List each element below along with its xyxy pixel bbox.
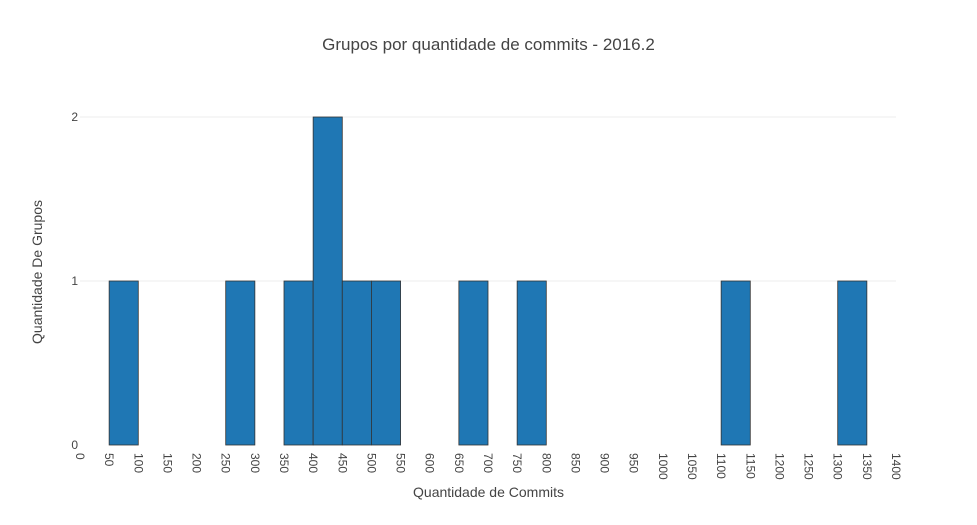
x-tick-label: 1350 xyxy=(860,453,874,480)
x-tick-label: 350 xyxy=(277,453,291,473)
x-tick-label: 650 xyxy=(452,453,466,473)
x-tick-label: 250 xyxy=(219,453,233,473)
x-axis-ticks: 0 50 100 150 200 250 300 350 400 450 500 550 600 650 7… xyxy=(73,453,903,480)
y-axis-ticks: 0 1 2 xyxy=(71,110,78,452)
histogram-bar xyxy=(108,280,139,446)
x-tick-label: 200 xyxy=(190,453,204,473)
x-tick-label: 1200 xyxy=(772,453,786,480)
y-tick-label: 2 xyxy=(71,110,78,124)
gridlines xyxy=(80,116,896,282)
x-tick-label: 150 xyxy=(160,453,174,473)
x-tick-label: 1250 xyxy=(802,453,816,480)
x-tick-label: 1300 xyxy=(831,453,845,480)
bars xyxy=(108,116,868,446)
y-tick-label: 0 xyxy=(71,438,78,452)
histogram-bar xyxy=(837,280,868,446)
x-tick-label: 900 xyxy=(598,453,612,473)
histogram-bar xyxy=(720,280,751,446)
histogram-bar xyxy=(341,280,372,446)
x-tick-label: 400 xyxy=(306,453,320,473)
x-tick-label: 50 xyxy=(102,453,116,467)
x-tick-label: 500 xyxy=(364,453,378,473)
x-tick-label: 600 xyxy=(423,453,437,473)
histogram-bar xyxy=(312,116,343,446)
x-tick-label: 450 xyxy=(335,453,349,473)
histogram-bar xyxy=(371,280,401,446)
x-tick-label: 100 xyxy=(131,453,145,473)
x-tick-label: 1000 xyxy=(656,453,670,480)
x-tick-label: 950 xyxy=(627,453,641,473)
x-tick-label: 750 xyxy=(510,453,524,473)
histogram-bar xyxy=(225,280,256,446)
x-tick-label: 700 xyxy=(481,453,495,473)
x-tick-label: 550 xyxy=(394,453,408,473)
x-tick-label: 1100 xyxy=(714,453,728,479)
chart-title: Grupos por quantidade de commits - 2016.… xyxy=(322,35,655,54)
x-tick-label: 850 xyxy=(568,453,582,473)
x-tick-label: 300 xyxy=(248,453,262,473)
x-tick-label: 800 xyxy=(539,453,553,473)
histogram-bar xyxy=(283,280,314,446)
histogram-bar xyxy=(458,280,489,446)
y-tick-label: 1 xyxy=(71,274,78,288)
x-tick-label: 1150 xyxy=(743,453,757,479)
x-tick-label: 1050 xyxy=(685,453,699,480)
x-axis-title: Quantidade de Commits xyxy=(413,484,564,500)
x-tick-label: 0 xyxy=(73,453,87,460)
y-axis-title: Quantidade De Grupos xyxy=(29,200,45,344)
histogram-bar xyxy=(516,280,547,446)
x-tick-label: 1400 xyxy=(889,453,903,480)
